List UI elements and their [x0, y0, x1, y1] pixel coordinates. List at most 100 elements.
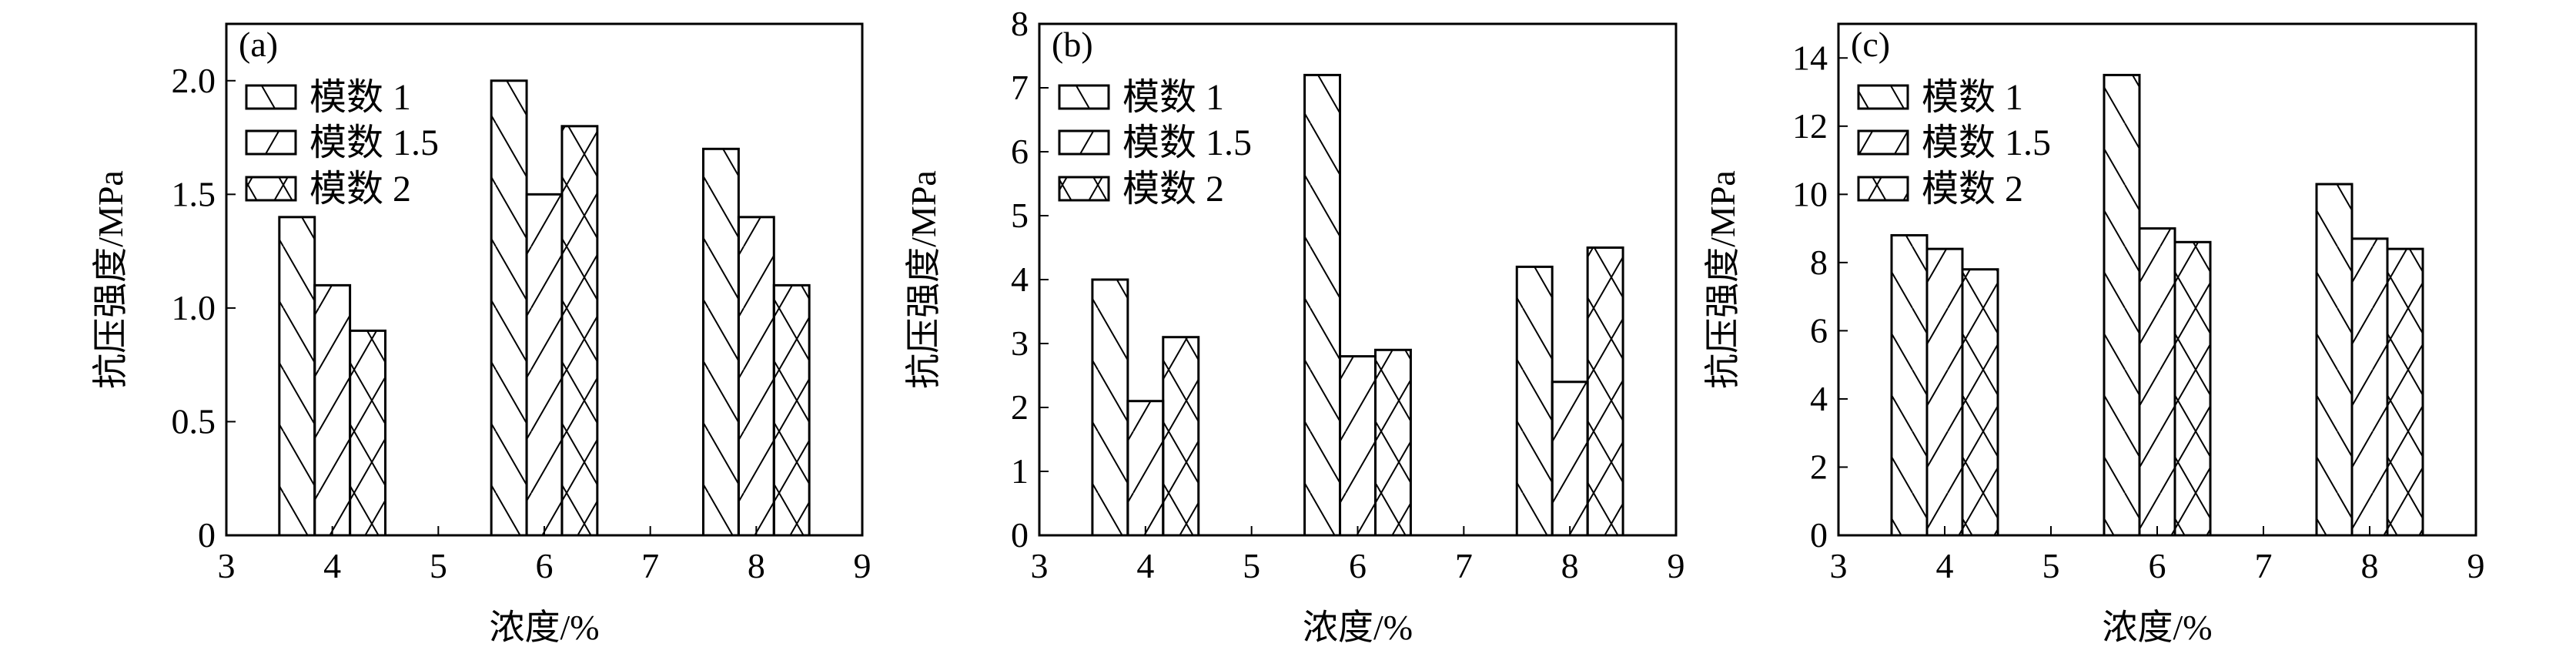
bar-slash-8 [1551, 380, 1589, 537]
bar-backslash-6 [1303, 73, 1342, 537]
legend-label: 模数 1.5 [309, 122, 439, 163]
x-tick-label: 8 [2361, 546, 2379, 585]
y-tick-label: 0 [1810, 515, 1828, 555]
x-tick-label: 8 [1561, 546, 1579, 585]
chart-panel-a: 3 4 5 6 7 8 900.51.01.52.0浓度/%抗压强度/MPa(a)模数 1模… [91, 22, 871, 647]
y-tick-label: 0 [1011, 515, 1029, 555]
x-tick-label: 3 [218, 546, 236, 585]
bar-crosshatch-6 [2173, 240, 2212, 537]
y-tick-label: 1.5 [172, 174, 216, 213]
bar-backslash-4 [1091, 278, 1129, 537]
y-tick-label: 1.0 [172, 288, 216, 327]
bar-crosshatch-8 [772, 283, 811, 537]
bar-slash-4 [1925, 247, 1964, 537]
y-tick-label: 12 [1792, 106, 1828, 146]
x-axis-label: 浓度/% [2102, 608, 2212, 647]
y-tick-label: 5 [1011, 196, 1029, 235]
y-axis-label: 抗压强度/MPa [91, 170, 130, 389]
y-tick-label: 10 [1792, 174, 1828, 213]
x-tick-label: 9 [2467, 546, 2485, 585]
y-tick-label: 6 [1810, 310, 1828, 350]
bar-backslash-8 [1515, 265, 1554, 537]
legend-swatch-crosshatch [1857, 176, 1909, 202]
y-tick-label: 0.5 [172, 401, 216, 441]
y-tick-label: 1 [1011, 451, 1029, 491]
legend-swatch-slash [1857, 129, 1909, 156]
y-tick-label: 4 [1810, 379, 1828, 418]
legend-label: 模数 2 [1922, 169, 2023, 210]
y-axis-label: 抗压强度/MPa [904, 170, 943, 389]
bar-crosshatch-4 [1961, 268, 1999, 537]
x-tick-label: 4 [323, 546, 341, 585]
legend-label: 模数 1.5 [1122, 122, 1252, 163]
legend-swatch-slash [1058, 129, 1110, 156]
x-tick-label: 6 [1349, 546, 1367, 585]
bar-crosshatch-6 [1373, 348, 1412, 537]
y-tick-label: 3 [1011, 323, 1029, 363]
bar-crosshatch-4 [349, 329, 387, 537]
legend: 模数 1模数 1.5 模数 2 [1058, 77, 1252, 210]
panel-label: (b) [1052, 25, 1093, 64]
chart-panel-b: 3 4 5 6 7 8 9 0 1 2 3 4 5 6 7 8 浓度/% 抗压强度/MPa (b) 模数 1模数 1.… [904, 4, 1685, 647]
bar-slash-8 [737, 216, 775, 537]
bar-backslash-4 [278, 216, 316, 537]
bar-slash-6 [525, 193, 564, 537]
x-tick-label: 5 [1243, 546, 1260, 585]
y-tick-label: 8 [1810, 243, 1828, 282]
y-tick-label: 2 [1011, 387, 1029, 427]
x-tick-label: 9 [854, 546, 871, 585]
bar-slash-4 [313, 283, 352, 537]
bar-slash-8 [2350, 237, 2389, 537]
legend-label: 模数 2 [309, 169, 411, 210]
x-tick-label: 4 [1136, 546, 1154, 585]
y-tick-label: 14 [1792, 38, 1828, 77]
x-tick-label: 4 [1936, 546, 1954, 585]
y-tick-label: 0 [198, 515, 216, 555]
x-tick-label: 9 [1668, 546, 1685, 585]
bar-slash-6 [2138, 227, 2176, 537]
legend-label: 模数 2 [1122, 169, 1224, 210]
y-tick-label: 4 [1011, 260, 1029, 299]
x-tick-label: 6 [2149, 546, 2166, 585]
legend-swatch-slash [245, 129, 297, 156]
legend-swatch-backslash [1857, 84, 1909, 110]
x-tick-label: 7 [2255, 546, 2273, 585]
x-tick-label: 5 [430, 546, 447, 585]
legend-label: 模数 1.5 [1922, 122, 2051, 163]
y-tick-label: 6 [1011, 132, 1029, 171]
panel-label: (c) [1851, 25, 1890, 64]
bar-crosshatch-8 [2386, 247, 2424, 537]
legend-swatch-crosshatch [245, 176, 297, 202]
bar-backslash-6 [2103, 73, 2141, 537]
legend-swatch-backslash [245, 84, 297, 110]
x-tick-label: 3 [1031, 546, 1049, 585]
y-tick-label: 8 [1011, 4, 1029, 43]
y-tick-label: 7 [1011, 68, 1029, 107]
legend-label: 模数 1 [309, 77, 411, 118]
y-tick-label: 2.0 [172, 61, 216, 100]
bar-crosshatch-8 [1586, 246, 1624, 537]
bar-backslash-8 [2315, 183, 2354, 537]
x-tick-label: 3 [1830, 546, 1848, 585]
bar-backslash-8 [702, 147, 740, 537]
y-axis-label: 抗压强度/MPa [1703, 170, 1742, 389]
bar-slash-6 [1339, 355, 1377, 537]
legend-label: 模数 1 [1922, 77, 2023, 118]
x-tick-label: 5 [2042, 546, 2060, 585]
legend-label: 模数 1 [1122, 77, 1224, 118]
bar-backslash-4 [1890, 233, 1929, 537]
x-tick-label: 8 [748, 546, 765, 585]
bar-backslash-6 [490, 79, 528, 537]
legend: 模数 1模数 1.5 模数 2 [1857, 77, 2051, 210]
legend-swatch-backslash [1058, 84, 1110, 110]
x-axis-label: 浓度/% [489, 608, 599, 647]
x-tick-label: 7 [641, 546, 659, 585]
legend-swatch-crosshatch [1058, 176, 1110, 202]
x-axis-label: 浓度/% [1303, 608, 1413, 647]
bar-crosshatch-4 [1162, 336, 1200, 537]
x-tick-label: 7 [1455, 546, 1473, 585]
panel-label: (a) [239, 25, 278, 64]
legend: 模数 1模数 1.5 模数 2 [245, 77, 439, 210]
